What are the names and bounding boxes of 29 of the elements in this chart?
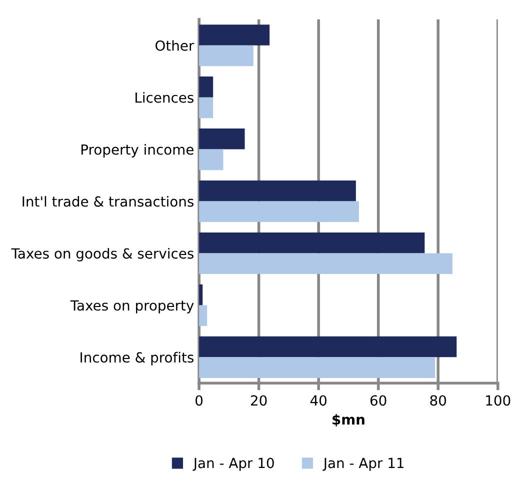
bar: [199, 149, 224, 170]
x-tick-label: 60: [370, 395, 386, 406]
bar: [199, 336, 457, 358]
y-tick-label: Property income: [81, 144, 194, 158]
y-tick-label: Licences: [136, 92, 194, 103]
x-tick-label: 80: [430, 395, 446, 406]
bar: [199, 180, 356, 202]
bar: [199, 201, 359, 222]
x-tick-label: 40: [310, 395, 326, 406]
bar: [199, 357, 436, 378]
bar: [199, 128, 245, 150]
bar: [199, 305, 208, 326]
bar: [199, 97, 214, 118]
y-tick-label: Other: [156, 40, 194, 51]
y-tick-label: Taxes on property: [70, 300, 194, 314]
bar: [199, 253, 452, 274]
legend-label: Jan - Apr 10: [192, 458, 274, 471]
x-tick-label: 0: [196, 395, 203, 406]
y-tick-label: Income & profits: [80, 352, 194, 366]
bar: [199, 76, 214, 98]
x-tick-label: 100: [486, 395, 510, 406]
bar: [199, 232, 425, 254]
x-axis-title: $mn: [332, 414, 364, 427]
bar: [199, 24, 270, 46]
x-tick-label: 20: [250, 395, 267, 406]
y-tick-label: Taxes on goods & services: [11, 248, 194, 262]
y-tick-label: Int'l trade & transactions: [22, 196, 194, 207]
bar: [199, 45, 254, 66]
legend-label: Jan - Apr 11: [322, 458, 404, 471]
